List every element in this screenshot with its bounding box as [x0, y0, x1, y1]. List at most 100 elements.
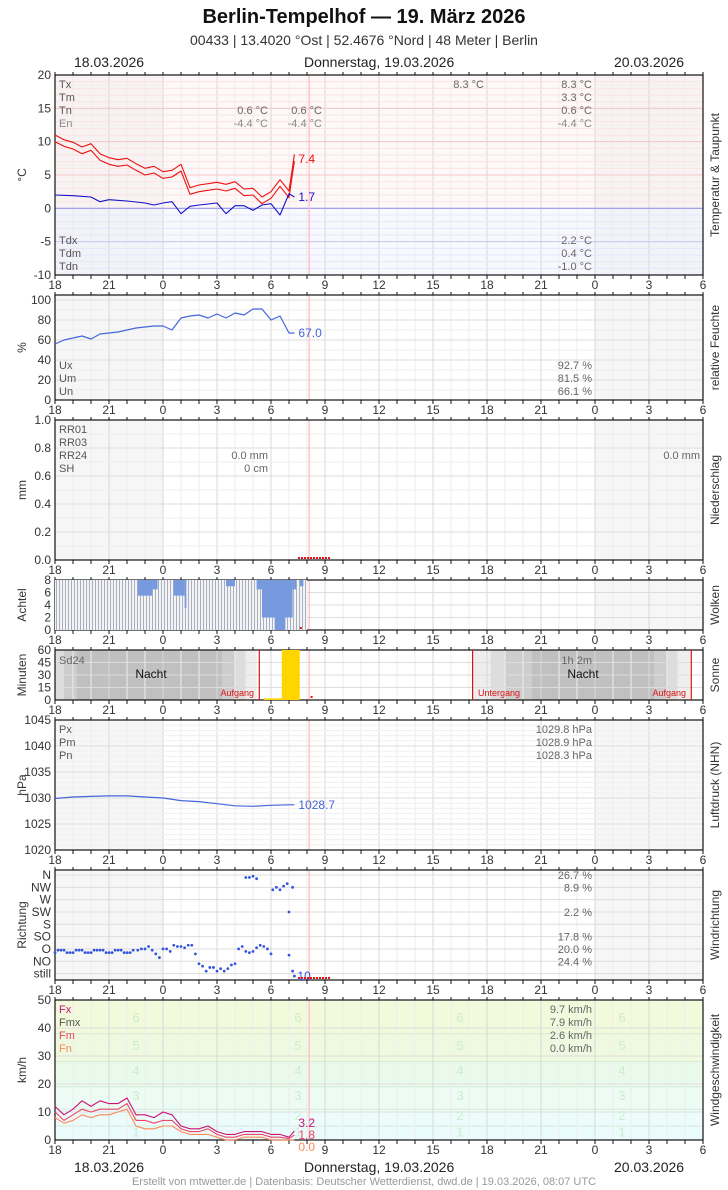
wind-direction-point [291, 885, 294, 889]
y-tick-label: 1.0 [34, 413, 51, 427]
x-tick-label: 9 [322, 278, 329, 292]
x-tick-label: 6 [700, 983, 707, 997]
beaufort-label: 3 [618, 1088, 625, 1103]
wind-direction-point [56, 948, 60, 952]
x-tick-label: 3 [214, 278, 221, 292]
x-tick-label: 21 [534, 703, 548, 717]
x-tick-label: 0 [160, 633, 167, 647]
beaufort-label: 6 [132, 1010, 139, 1025]
x-tick-label: 6 [700, 563, 707, 577]
y-tick-label: 6 [44, 586, 51, 600]
legend-Tdn: Tdn [59, 261, 78, 273]
x-tick-label: 21 [534, 983, 548, 997]
date-center-top: Donnerstag, 19.03.2026 [304, 54, 455, 70]
x-tick-label: 15 [426, 703, 440, 717]
y-tick-label: 1030 [24, 791, 51, 805]
y-tick-label: 0 [44, 693, 51, 707]
x-tick-label: 9 [322, 563, 329, 577]
y-tick-label: 60 [38, 333, 52, 347]
wind-direction-point [65, 951, 69, 955]
wind-direction-point [293, 974, 296, 978]
beaufort-label: 6 [618, 1010, 625, 1025]
last-temp-value: 7.4 [298, 152, 315, 166]
wind-direction-point [275, 885, 278, 889]
value-label: 66.1 % [558, 386, 592, 398]
x-tick-label: 0 [592, 853, 599, 867]
wind-direction-point [53, 951, 57, 955]
wind-direction-point [240, 945, 244, 948]
value-label: 1029.8 hPa [536, 724, 593, 736]
wind-direction-point [74, 948, 78, 952]
wind-direction-point [251, 950, 255, 953]
x-tick-label: 9 [322, 853, 329, 867]
legend-Fx: Fx [59, 1004, 72, 1016]
clouds-title: Wolken [708, 585, 722, 625]
wind-speed-title: Windgeschwindigkeit [708, 1013, 722, 1126]
legend-Tm: Tm [59, 92, 75, 104]
x-tick-label: 18 [48, 403, 62, 417]
value-label: 9.7 km/h [550, 1004, 592, 1016]
x-tick-label: 3 [646, 563, 653, 577]
value-label: 3.3 °C [561, 92, 592, 104]
precipitation-panel: 18 21 0 3 6 9 12 15 18 21 0 3 6 1.0 0.8 0.6 0.4 0.2 0.0 mm N… [15, 413, 722, 577]
beaufort-label: 6 [456, 1010, 463, 1025]
x-tick-label: 6 [700, 853, 707, 867]
y-tick-label: NO [33, 954, 51, 968]
beaufort-label: 2 [456, 1108, 463, 1123]
wind-direction-point [140, 947, 143, 951]
x-tick-label: 18 [48, 1143, 62, 1157]
x-tick-label: 3 [646, 278, 653, 292]
x-tick-label: 3 [646, 983, 653, 997]
cloud-gap-bar [274, 580, 286, 630]
y-tick-label: 5 [44, 168, 51, 182]
x-tick-label: 12 [372, 563, 386, 577]
y-tick-label: 1025 [24, 817, 51, 831]
temperature-panel: 18 21 0 3 6 9 12 15 18 21 0 3 6 20 15 10 5 0 -5 -10 °C Temper… [15, 68, 722, 292]
value-label: 1028.9 hPa [536, 737, 593, 749]
x-tick-label: 21 [102, 403, 116, 417]
x-tick-label: 21 [534, 278, 548, 292]
y-tick-label: SW [32, 905, 52, 919]
x-tick-label: 0 [160, 1143, 167, 1157]
wind-direction-point [62, 948, 66, 952]
legend-SH: SH [59, 463, 74, 475]
value-label: 0.0 mm [663, 450, 700, 462]
y-tick-label: 20 [38, 373, 52, 387]
y-tick-label: 0.8 [34, 441, 51, 455]
y-tick-label: 0 [44, 1133, 51, 1147]
wind-direction-point [77, 948, 81, 952]
sunrise-label: Aufgang [220, 688, 254, 698]
x-tick-label: 6 [268, 278, 275, 292]
legend-Tdm: Tdm [59, 248, 81, 260]
wind-direction-point [255, 877, 258, 881]
value-label: 17.8 % [558, 932, 592, 944]
y-tick-label: 15 [38, 101, 52, 115]
value-label: 8.3 °C [561, 79, 592, 91]
y-tick-label: 2 [44, 611, 51, 625]
y-tick-label: 20 [38, 68, 52, 82]
beaufort-label: 5 [456, 1038, 463, 1053]
x-tick-label: 12 [372, 983, 386, 997]
x-tick-label: 15 [426, 403, 440, 417]
wind-direction-point [230, 963, 233, 967]
wind-direction-point [251, 874, 255, 878]
wind-direction-point [80, 948, 84, 952]
pressure-title: Luftdruck (NHN) [708, 742, 722, 829]
wind-direction-point [176, 945, 179, 948]
y-tick-label: 45 [38, 656, 52, 670]
wind-direction-point [248, 876, 251, 879]
x-tick-label: 6 [700, 633, 707, 647]
value-label: 1028.3 hPa [536, 750, 593, 762]
night-label: Nacht [135, 667, 167, 681]
x-tick-label: 0 [592, 1143, 599, 1157]
x-tick-label: 9 [322, 703, 329, 717]
beaufort-label: 4 [456, 1063, 463, 1078]
wind-direction-point [244, 950, 248, 953]
cloud-gap-bar [256, 580, 262, 590]
x-tick-label: 12 [372, 403, 386, 417]
x-tick-label: 6 [700, 703, 707, 717]
value-label: 2.2 °C [561, 235, 592, 247]
wind-direction-point [104, 951, 108, 955]
y-tick-label: 8 [44, 573, 51, 587]
x-tick-label: 0 [160, 403, 167, 417]
